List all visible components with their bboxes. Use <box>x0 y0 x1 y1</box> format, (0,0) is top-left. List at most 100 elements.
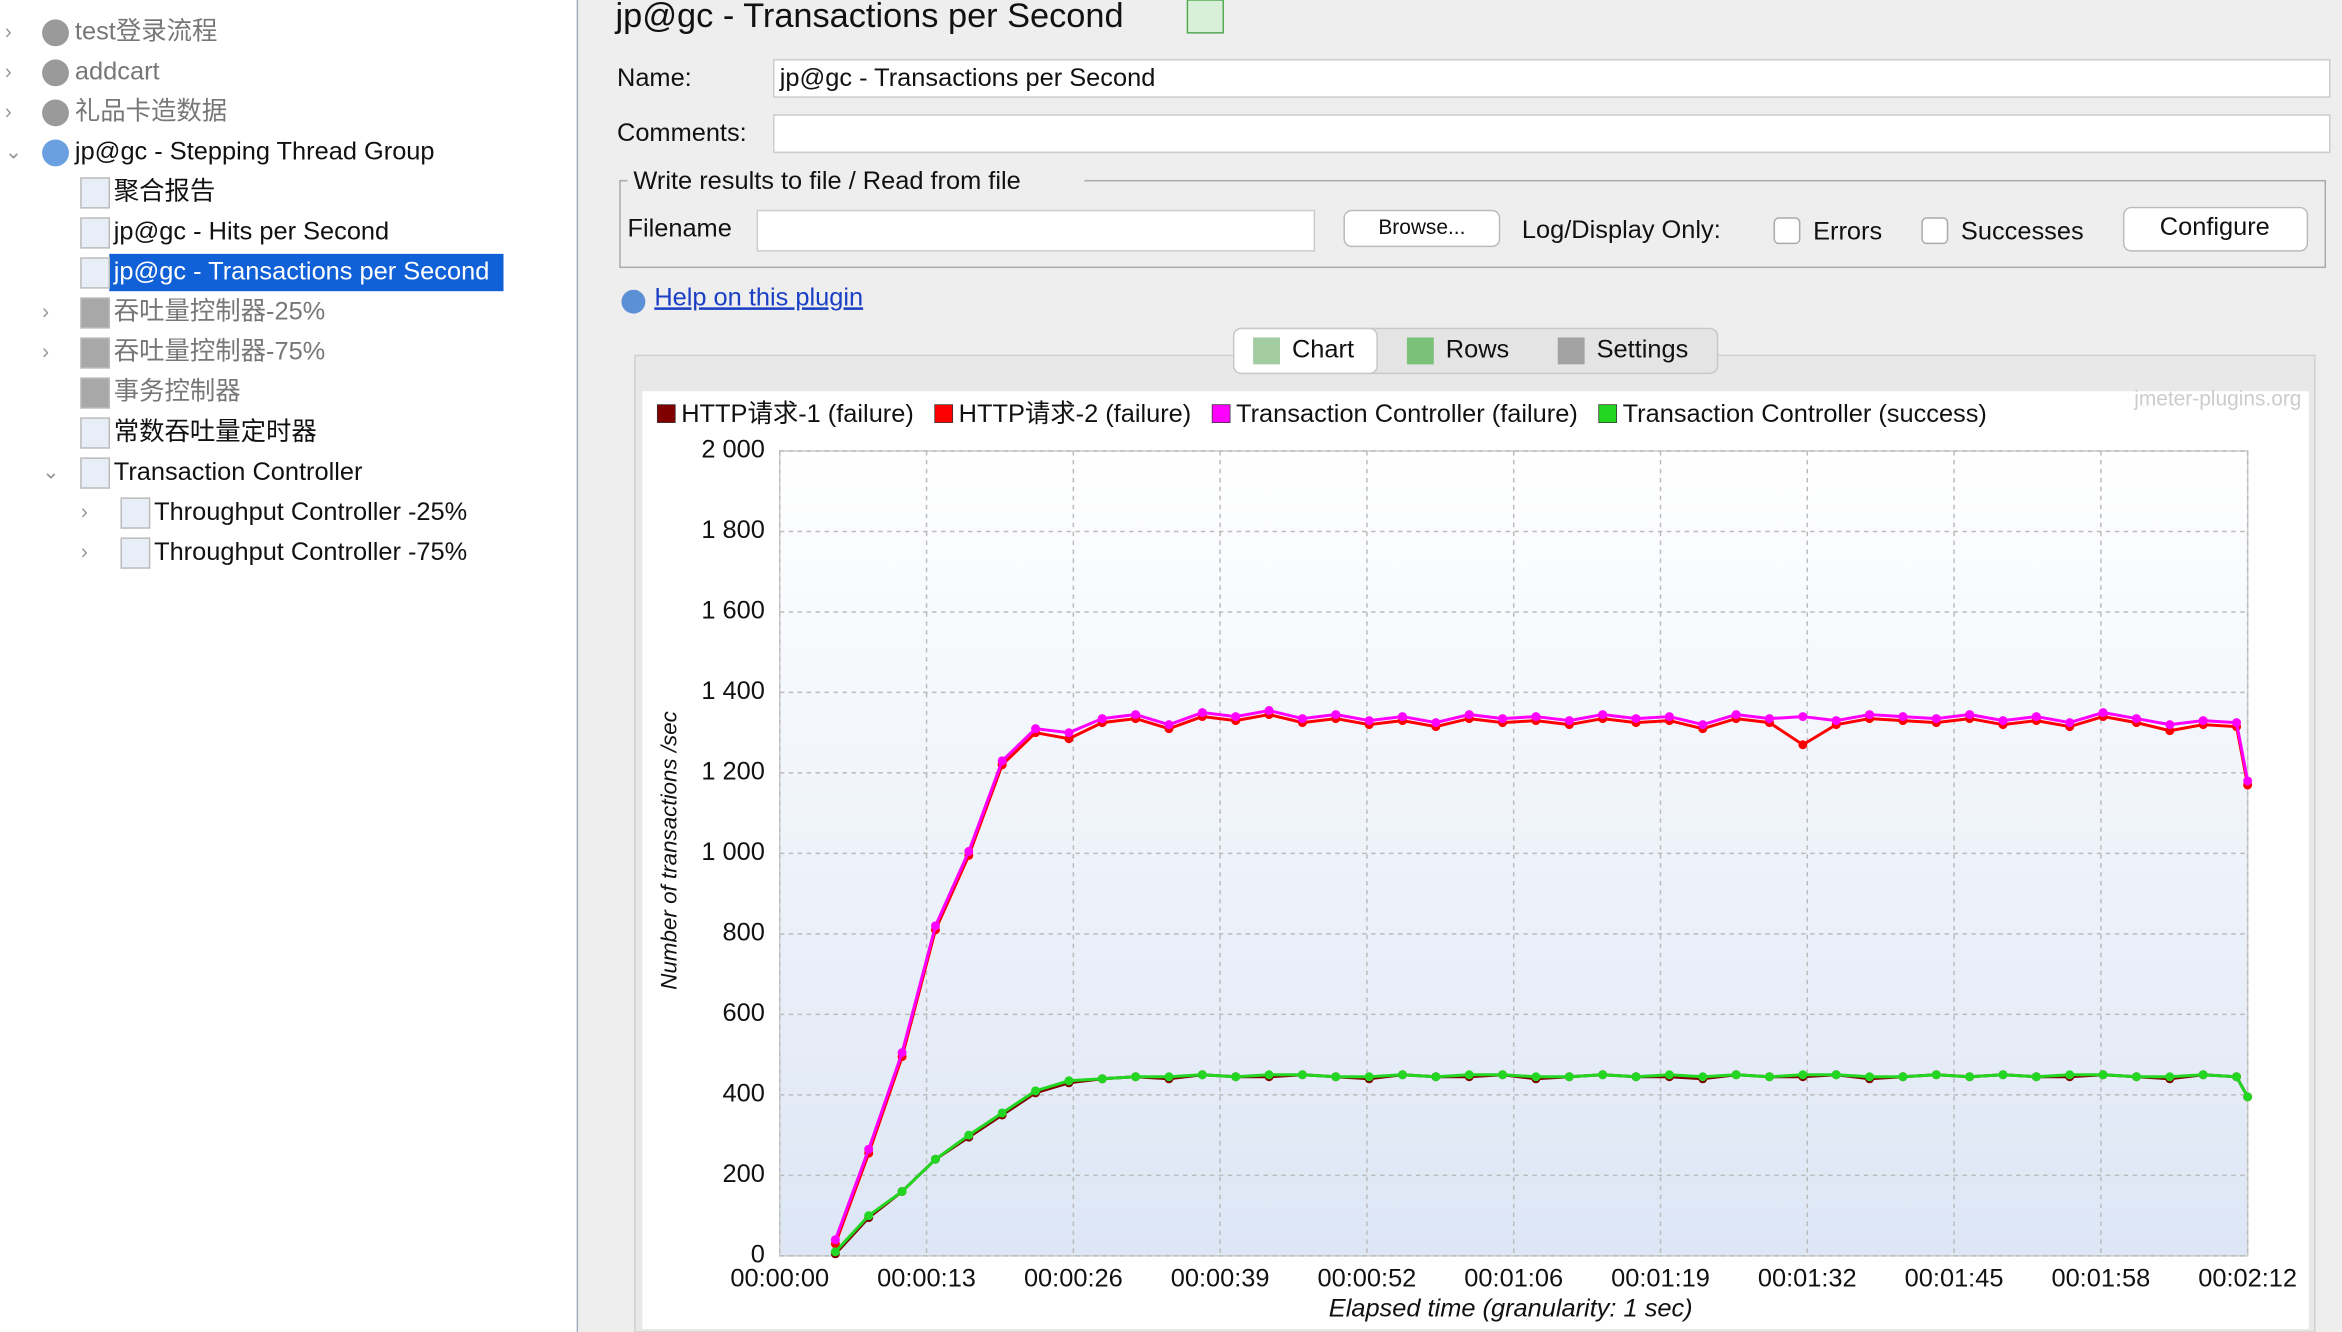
watermark: jmeter-plugins.org <box>2133 388 2301 411</box>
data-point <box>1598 710 1608 720</box>
y-tick-label: 1 800 <box>701 516 765 544</box>
name-field[interactable] <box>773 58 2331 98</box>
tree-item[interactable]: 吞吐量控制器-25% <box>114 298 326 326</box>
data-point <box>1097 714 1107 724</box>
tree-icon <box>42 59 69 87</box>
data-point <box>1398 1070 1407 1080</box>
tree-item[interactable]: test登录流程 <box>75 18 217 46</box>
tree-item[interactable]: Throughput Controller -25% <box>154 498 467 526</box>
y-tick-label: 1 400 <box>701 677 765 705</box>
data-point <box>1464 710 1474 720</box>
errors-checkbox[interactable] <box>1773 217 1801 245</box>
x-tick-label: 00:01:32 <box>1758 1264 1857 1292</box>
browse-button[interactable] <box>1343 209 1501 248</box>
comments-field[interactable] <box>773 114 2331 154</box>
expander: › <box>81 501 88 524</box>
data-point <box>2031 1072 2041 1082</box>
tree-icon <box>42 19 69 47</box>
data-point <box>1164 1072 1174 1082</box>
data-point <box>1998 1070 2008 1080</box>
x-tick-label: 00:00:39 <box>1171 1264 1270 1292</box>
data-point <box>1798 740 1808 750</box>
legend-label: Transaction Controller (failure) <box>1236 400 1578 428</box>
expander: ⌄ <box>42 461 60 484</box>
data-point <box>2131 1072 2141 1082</box>
tab-label[interactable]: Settings <box>1597 336 1689 364</box>
configure-button[interactable] <box>2122 206 2309 252</box>
data-point <box>1431 1072 1441 1082</box>
tree-item[interactable]: addcart <box>75 58 160 86</box>
data-point <box>1798 712 1808 722</box>
tree-item[interactable]: Transaction Controller <box>114 458 363 486</box>
data-point <box>2232 718 2242 728</box>
expander: › <box>5 20 12 43</box>
expander: ⌄ <box>5 140 23 163</box>
data-point <box>1097 1074 1107 1084</box>
data-point <box>2165 1072 2175 1082</box>
help-link[interactable]: Help on this plugin <box>654 283 863 311</box>
tree-icon <box>42 139 69 167</box>
tree-icon <box>120 537 151 569</box>
data-point <box>1764 714 1774 724</box>
x-tick-label: 00:00:26 <box>1024 1264 1123 1292</box>
tree-item[interactable]: jp@gc - Transactions per Second <box>113 258 490 286</box>
data-point <box>1764 1072 1774 1082</box>
successes-checkbox[interactable] <box>1921 217 1949 245</box>
data-point <box>1131 710 1141 720</box>
data-point <box>1731 710 1741 720</box>
data-point <box>1197 1070 1207 1080</box>
tab-label[interactable]: Rows <box>1446 336 1509 364</box>
tree-item[interactable]: 礼品卡造数据 <box>75 98 227 126</box>
y-tick-label: 800 <box>722 919 764 947</box>
tree-item[interactable]: jp@gc - Stepping Thread Group <box>74 138 435 166</box>
tree-item[interactable]: Throughput Controller -75% <box>154 538 467 566</box>
tab-icon <box>1406 337 1434 365</box>
tree-item[interactable]: 聚合报告 <box>114 178 216 206</box>
tree-item[interactable]: jp@gc - Hits per Second <box>113 218 389 246</box>
data-point <box>1364 1072 1374 1082</box>
y-tick-label: 600 <box>722 999 764 1027</box>
tree-item[interactable]: 常数吞吐量定时器 <box>114 418 317 446</box>
y-tick-label: 0 <box>751 1241 765 1269</box>
data-point <box>1364 716 1374 726</box>
tree-icon <box>42 99 69 127</box>
expander: › <box>81 541 88 564</box>
errors-label: Errors <box>1813 218 1882 246</box>
expand-icon[interactable] <box>1186 0 1225 34</box>
data-point <box>997 1108 1007 1118</box>
tree-item[interactable]: 吞吐量控制器-75% <box>114 338 326 366</box>
data-point <box>1698 720 1708 730</box>
data-point <box>1931 1070 1941 1080</box>
data-point <box>1598 1070 1608 1080</box>
data-point <box>1898 1072 1908 1082</box>
data-point <box>1498 1070 1508 1080</box>
data-point <box>2198 1070 2208 1080</box>
data-point <box>1865 1072 1875 1082</box>
log-display-label: Log/Display Only: <box>1522 216 1721 244</box>
tree-item[interactable]: 事务控制器 <box>114 378 241 406</box>
data-point <box>930 921 940 931</box>
data-point <box>1197 708 1207 718</box>
data-point <box>864 1144 874 1154</box>
legend-label: Transaction Controller (success) <box>1623 400 1987 428</box>
tree-icon <box>80 457 111 489</box>
data-point <box>830 1235 840 1245</box>
data-point <box>2098 708 2108 718</box>
data-point <box>2031 712 2041 722</box>
x-tick-label: 00:02:12 <box>2198 1264 2297 1292</box>
legend-label: HTTP请求-2 (failure) <box>959 400 1192 428</box>
data-point <box>2065 1070 2075 1080</box>
data-point <box>1865 710 1875 720</box>
x-tick-label: 00:01:06 <box>1464 1264 1563 1292</box>
tab-label[interactable]: Chart <box>1292 336 1354 364</box>
x-tick-label: 00:01:45 <box>1905 1264 2004 1292</box>
data-point <box>1698 1072 1708 1082</box>
tree-icon <box>80 217 111 249</box>
data-point <box>1631 1072 1641 1082</box>
data-point <box>1064 728 1074 738</box>
configure-label: Configure <box>2160 213 2270 241</box>
data-point <box>1464 1070 1474 1080</box>
filename-field[interactable] <box>756 209 1316 252</box>
data-point <box>997 756 1007 766</box>
